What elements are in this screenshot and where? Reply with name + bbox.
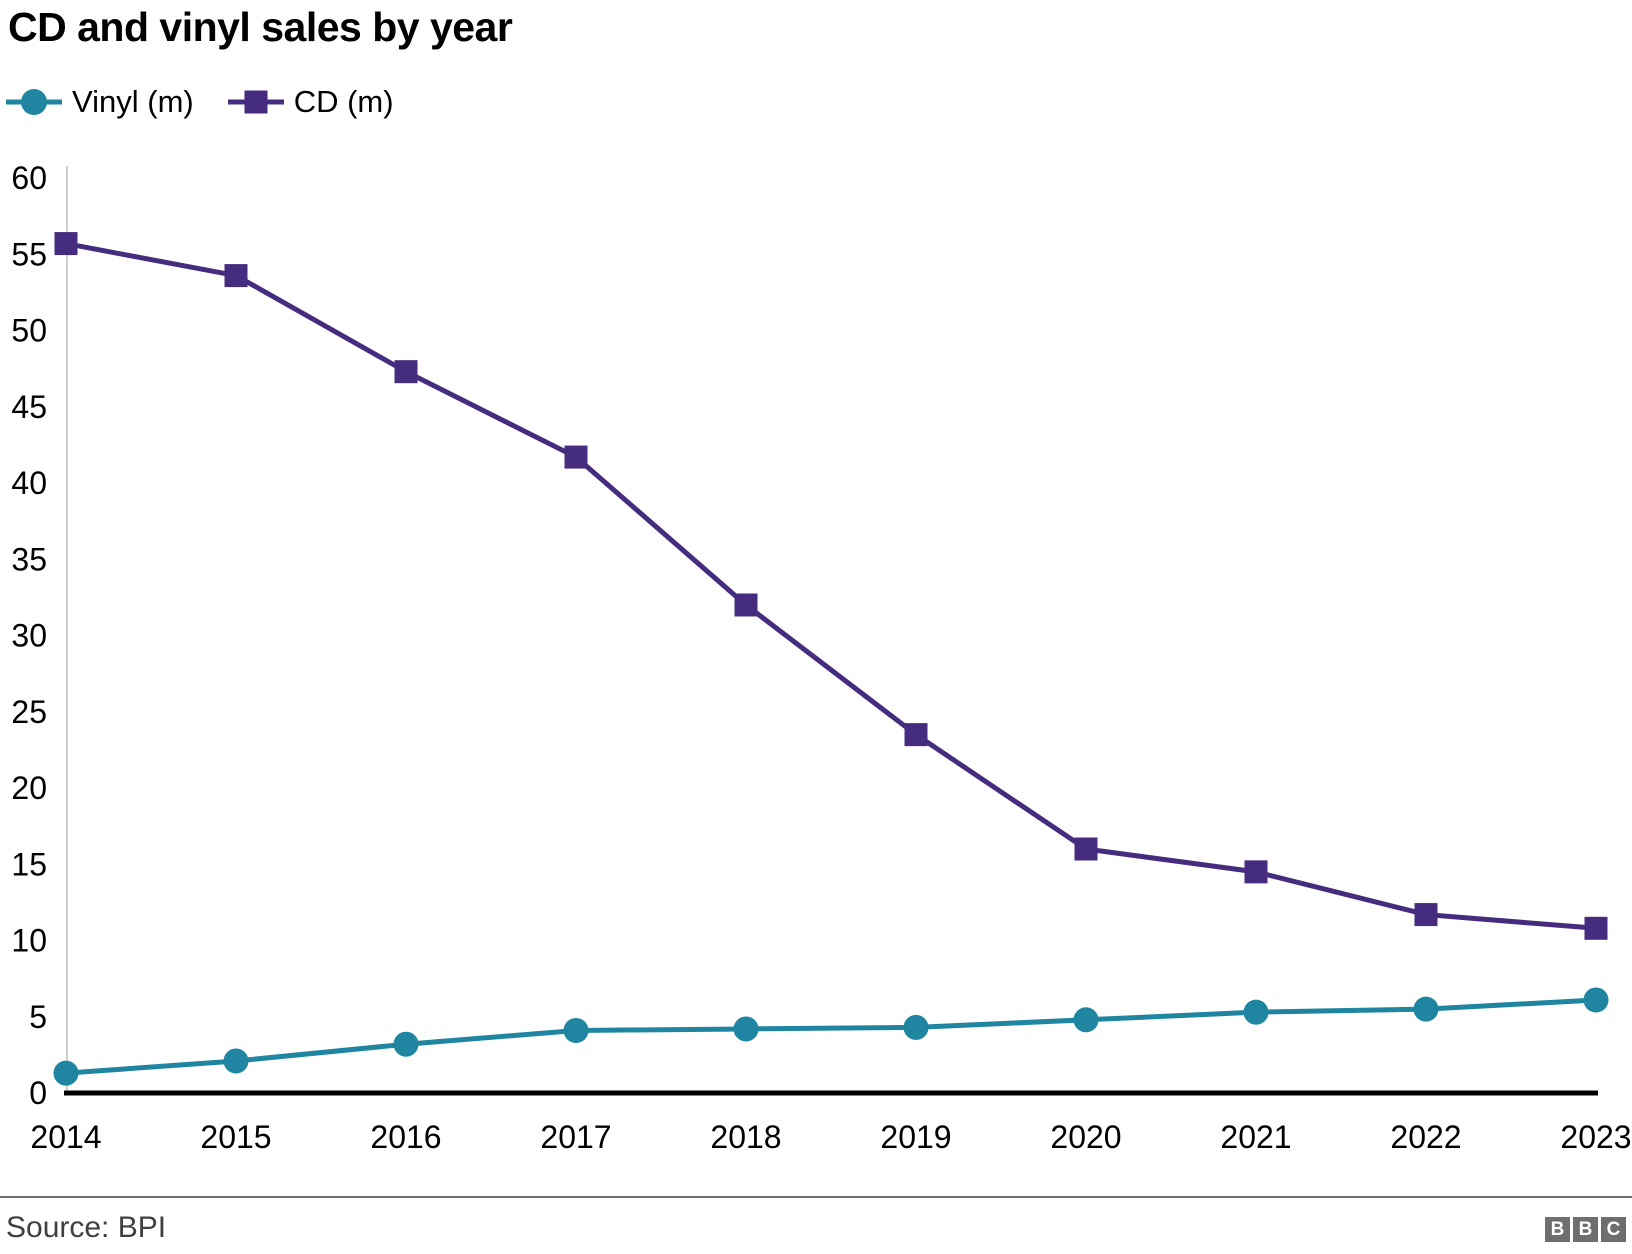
y-tick-label: 25 (11, 694, 47, 730)
cd-data-point (394, 360, 418, 384)
legend-label-vinyl: Vinyl (m) (72, 84, 194, 119)
vinyl-legend-marker-icon (6, 89, 62, 115)
bbc-logo-letter: C (1601, 1217, 1626, 1242)
x-tick-label: 2021 (1220, 1119, 1291, 1155)
vinyl-data-point (1243, 999, 1269, 1025)
y-tick-label: 35 (11, 541, 47, 577)
cd-data-point (734, 593, 758, 617)
bbc-logo: B B C (1545, 1217, 1626, 1242)
y-tick-label: 5 (29, 999, 47, 1035)
vinyl-series-line (65, 997, 1597, 1076)
cd-data-point (1584, 916, 1608, 940)
y-tick-label: 45 (11, 389, 47, 425)
vinyl-data-point (1073, 1007, 1099, 1033)
cd-data-point (224, 264, 248, 288)
x-tick-label: 2014 (30, 1119, 101, 1155)
y-tick-label: 15 (11, 846, 47, 882)
vinyl-data-point (563, 1017, 589, 1043)
vinyl-data-point (1413, 996, 1439, 1022)
vinyl-data-point (1583, 987, 1609, 1013)
x-tick-label: 2017 (540, 1119, 611, 1155)
legend-label-cd: CD (m) (293, 84, 394, 119)
legend-item-cd: CD (m) (227, 84, 394, 120)
cd-data-point (904, 723, 928, 747)
legend: Vinyl (m) CD (m) (6, 84, 394, 120)
y-tick-label: 40 (11, 465, 47, 501)
x-tick-label: 2022 (1390, 1119, 1461, 1155)
x-tick-label: 2015 (200, 1119, 271, 1155)
y-tick-label: 30 (11, 618, 47, 654)
vinyl-data-point (393, 1031, 419, 1057)
vinyl-data-point (903, 1014, 929, 1040)
cd-data-point (1074, 837, 1098, 861)
bbc-logo-letter: B (1573, 1217, 1598, 1242)
x-tick-label: 2018 (710, 1119, 781, 1155)
y-tick-label: 20 (11, 770, 47, 806)
cd-data-point (1414, 903, 1438, 927)
vinyl-data-point (223, 1048, 249, 1074)
vinyl-data-point (733, 1016, 759, 1042)
page-title: CD and vinyl sales by year (8, 4, 513, 50)
x-tick-label: 2019 (880, 1119, 951, 1155)
y-tick-label: 10 (11, 923, 47, 959)
legend-item-vinyl: Vinyl (m) (6, 84, 194, 120)
source-attribution: Source: BPI (6, 1211, 167, 1244)
vinyl-data-point (53, 1060, 79, 1086)
x-tick-label: 2023 (1560, 1119, 1631, 1155)
bbc-logo-letter: B (1545, 1217, 1570, 1242)
footer-divider (0, 1196, 1632, 1198)
cd-data-point (54, 232, 78, 256)
y-tick-label: 55 (11, 236, 47, 272)
cd-legend-marker-icon (227, 90, 284, 114)
x-tick-label: 2016 (370, 1119, 441, 1155)
x-tick-label: 2020 (1050, 1119, 1121, 1155)
y-tick-label: 0 (29, 1075, 47, 1111)
cd-data-point (564, 445, 588, 469)
y-tick-label: 50 (11, 313, 47, 349)
y-tick-label: 60 (11, 160, 47, 196)
cd-series-line (65, 241, 1597, 931)
cd-data-point (1244, 860, 1268, 884)
